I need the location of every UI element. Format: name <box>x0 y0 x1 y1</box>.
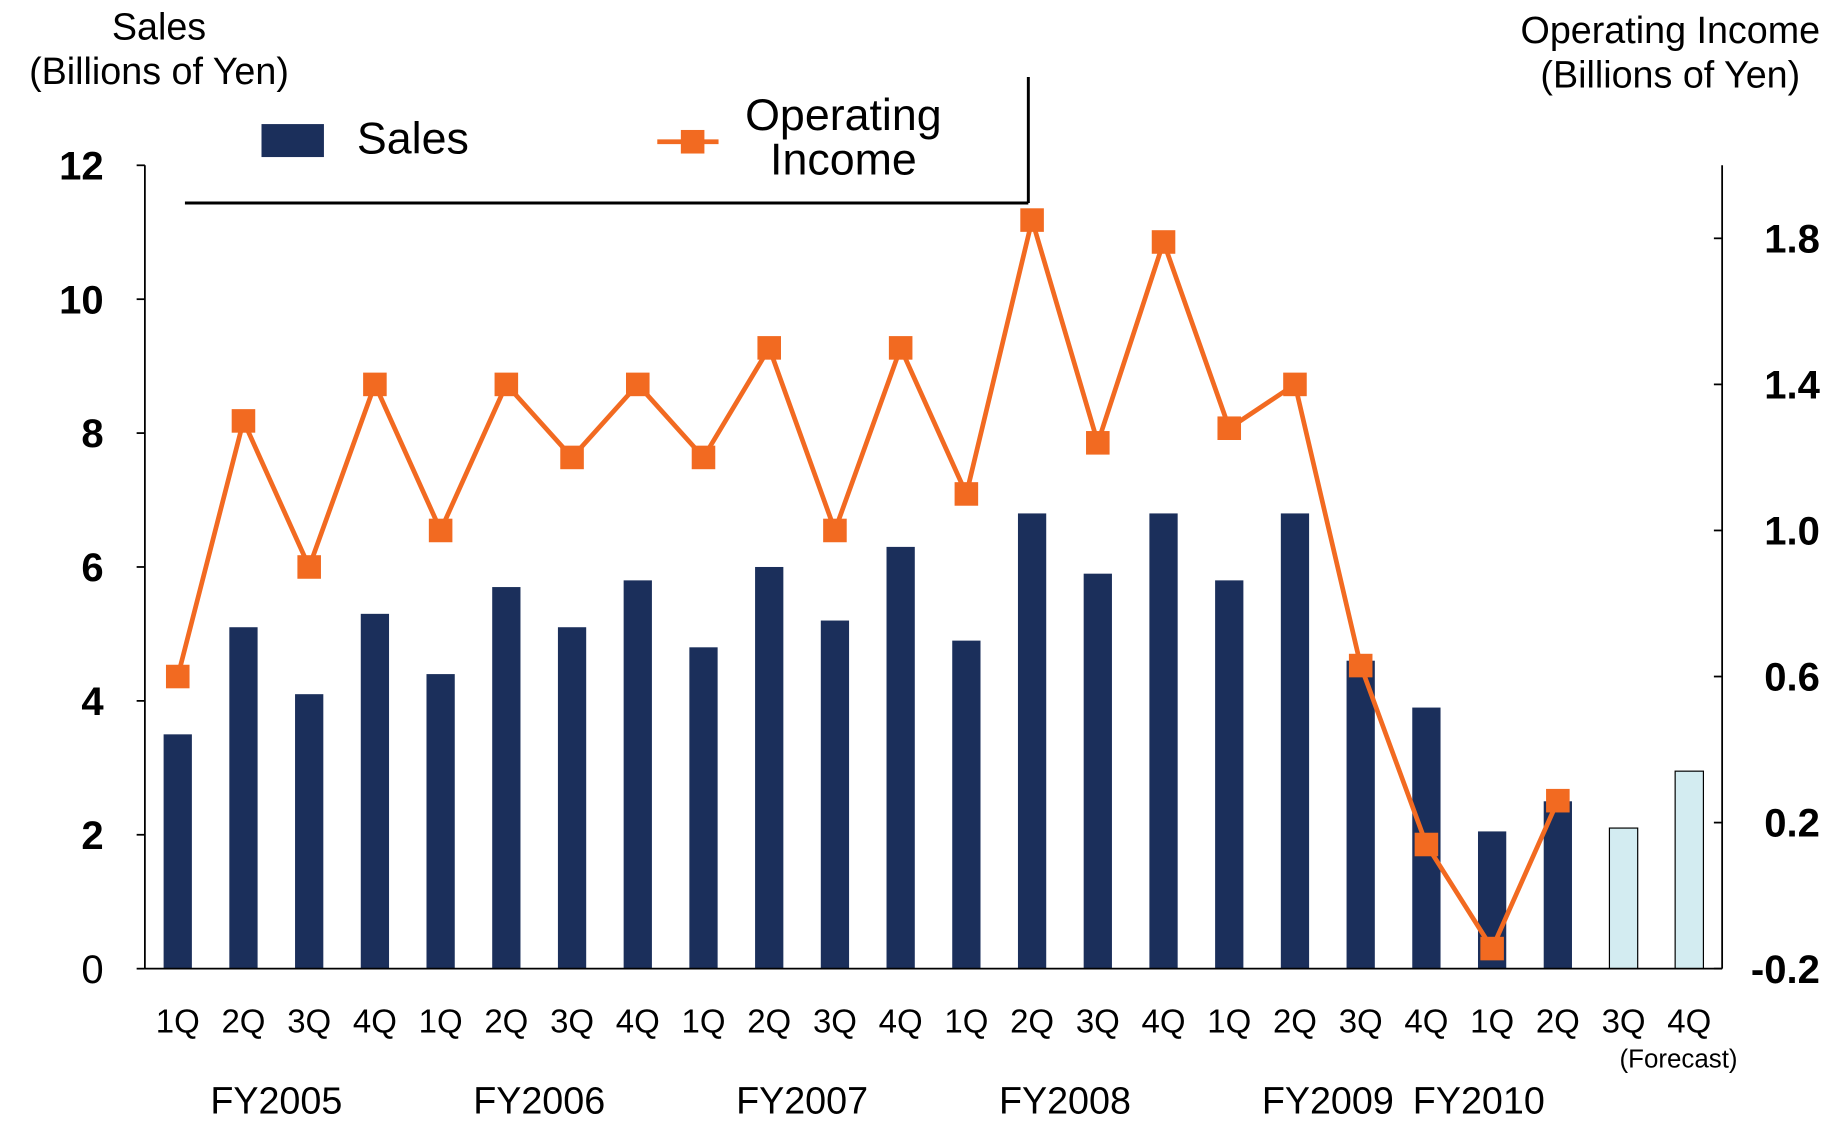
bar <box>360 613 390 969</box>
x-tick-label: 4Q <box>1404 1002 1448 1039</box>
bar <box>295 694 324 969</box>
y2-tick-label: 1.8 <box>1764 217 1820 261</box>
line-marker <box>363 372 387 397</box>
x-tick-label: 1Q <box>944 1002 988 1039</box>
line-marker <box>1546 788 1570 813</box>
y-tick-label: 0 <box>81 948 103 992</box>
x-tick-label: 2Q <box>1010 1002 1054 1039</box>
line-marker <box>1283 372 1307 397</box>
bar <box>229 627 258 969</box>
line-marker <box>428 518 453 543</box>
bar <box>886 546 915 969</box>
y2-tick-label: -0.2 <box>1751 948 1820 992</box>
y-axis-label: (Billions of Yen) <box>29 50 289 92</box>
legend-swatch <box>261 124 324 158</box>
y2-tick-label: 0.6 <box>1764 656 1820 700</box>
group-label: FY2009 <box>1262 1080 1394 1121</box>
group-label: FY2005 <box>210 1080 342 1121</box>
line-marker <box>954 482 979 506</box>
legend-marker <box>680 129 705 154</box>
bar <box>1543 801 1572 969</box>
bar <box>1017 513 1047 969</box>
x-tick-label: 1Q <box>682 1002 726 1039</box>
y-tick-label: 6 <box>81 546 103 590</box>
x-tick-label: 3Q <box>550 1002 594 1039</box>
y2-tick-label: 1.0 <box>1764 510 1820 554</box>
x-tick-label: 2Q <box>221 1002 265 1039</box>
x-tick-label: 3Q <box>813 1002 857 1039</box>
line-marker <box>1348 653 1373 678</box>
legend-label: Operating Income <box>745 90 942 185</box>
y-tick-label: 8 <box>81 412 103 456</box>
x-tick-label: 2Q <box>484 1002 528 1039</box>
line-marker <box>823 518 847 543</box>
y-axis-label: Sales <box>112 5 206 47</box>
y2-axis-label: Operating Income <box>1521 9 1821 51</box>
bar <box>557 627 587 969</box>
group-label: FY2008 <box>999 1080 1131 1121</box>
annotation: (Forecast) <box>1620 1046 1738 1074</box>
bar <box>755 566 784 969</box>
line-marker <box>1086 431 1110 455</box>
y-tick-label: 4 <box>81 680 104 724</box>
line-marker <box>757 336 781 360</box>
x-tick-label: 2Q <box>1536 1002 1580 1039</box>
y2-axis-label: (Billions of Yen) <box>1540 54 1800 96</box>
bar <box>163 734 192 969</box>
line-marker <box>560 445 584 470</box>
line-marker <box>165 664 190 689</box>
x-tick-label: 2Q <box>1273 1002 1317 1039</box>
bar <box>820 620 850 969</box>
x-tick-label: 4Q <box>616 1002 660 1039</box>
bar <box>492 587 521 969</box>
line-marker <box>888 336 913 360</box>
x-tick-label: 1Q <box>1470 1002 1514 1039</box>
y2-tick-label: 1.4 <box>1764 364 1820 408</box>
bar <box>1149 513 1178 969</box>
x-tick-label: 2Q <box>747 1002 791 1039</box>
y-tick-label: 2 <box>81 814 103 858</box>
bar <box>1608 827 1639 970</box>
x-tick-label: 1Q <box>156 1002 200 1039</box>
y2-tick-label: 0.2 <box>1764 802 1820 846</box>
line-marker <box>297 555 321 579</box>
x-tick-label: 3Q <box>1339 1002 1383 1039</box>
x-tick-label: 4Q <box>879 1002 923 1039</box>
x-tick-label: 1Q <box>419 1002 463 1039</box>
x-tick-label: 4Q <box>353 1002 397 1039</box>
x-tick-label: 4Q <box>1142 1002 1186 1039</box>
x-tick-label: 1Q <box>1207 1002 1251 1039</box>
bar <box>1083 573 1112 969</box>
line-marker <box>691 445 716 470</box>
bar <box>426 674 455 969</box>
bar <box>623 580 652 969</box>
bar <box>1280 513 1310 969</box>
group-label: FY2010 <box>1413 1080 1545 1121</box>
bar <box>1215 580 1244 969</box>
line <box>175 210 1560 954</box>
bar <box>1346 660 1375 969</box>
bar <box>689 647 718 969</box>
y-tick-label: 12 <box>59 144 104 188</box>
line-marker <box>494 372 519 397</box>
x-tick-label: 3Q <box>287 1002 331 1039</box>
bar <box>1674 770 1705 970</box>
line-marker <box>625 372 650 397</box>
group-label: FY2006 <box>473 1080 605 1121</box>
legend-label: Sales <box>357 114 469 164</box>
line-marker <box>1480 936 1504 961</box>
line-marker <box>1217 416 1242 440</box>
bar <box>952 640 981 969</box>
group-label: FY2007 <box>736 1080 868 1121</box>
y-tick-label: 10 <box>59 278 104 322</box>
x-tick-label: 4Q <box>1667 1002 1711 1039</box>
line-marker <box>1151 230 1176 254</box>
line-marker <box>1020 208 1044 232</box>
line-marker <box>1414 832 1439 857</box>
x-tick-label: 3Q <box>1602 1002 1646 1039</box>
line-marker <box>231 409 256 433</box>
x-tick-label: 3Q <box>1076 1002 1120 1039</box>
